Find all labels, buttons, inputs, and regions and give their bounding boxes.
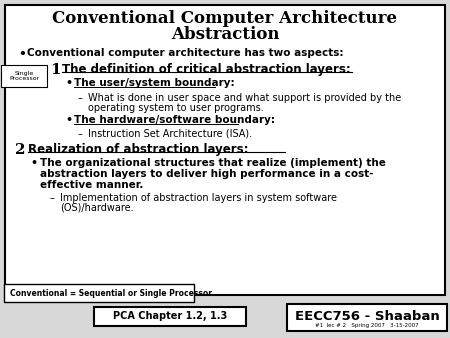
Text: The organizational structures that realize (implement) the: The organizational structures that reali… xyxy=(40,158,386,168)
Text: EECC756 - Shaaban: EECC756 - Shaaban xyxy=(295,310,439,323)
Text: –: – xyxy=(78,93,83,103)
Text: –: – xyxy=(78,129,83,139)
Text: •: • xyxy=(30,158,37,168)
Text: Instruction Set Architecture (ISA).: Instruction Set Architecture (ISA). xyxy=(88,129,252,139)
Text: –: – xyxy=(50,193,55,203)
FancyBboxPatch shape xyxy=(4,284,194,302)
Text: Single
Processor: Single Processor xyxy=(9,71,39,81)
Text: Conventional = Sequential or Single Processor: Conventional = Sequential or Single Proc… xyxy=(10,289,212,297)
Text: The hardware/software boundary:: The hardware/software boundary: xyxy=(74,115,275,125)
Text: Realization of abstraction layers:: Realization of abstraction layers: xyxy=(28,143,248,156)
Text: Implementation of abstraction layers in system software: Implementation of abstraction layers in … xyxy=(60,193,337,203)
Text: What is done in user space and what support is provided by the: What is done in user space and what supp… xyxy=(88,93,401,103)
Text: 2: 2 xyxy=(15,143,26,157)
Text: Abstraction: Abstraction xyxy=(171,26,279,43)
Text: Conventional computer architecture has two aspects:: Conventional computer architecture has t… xyxy=(27,48,343,58)
Text: •: • xyxy=(65,115,72,125)
Text: Conventional Computer Architecture: Conventional Computer Architecture xyxy=(53,10,397,27)
FancyBboxPatch shape xyxy=(94,307,246,326)
FancyBboxPatch shape xyxy=(287,304,447,331)
Text: abstraction layers to deliver high performance in a cost-: abstraction layers to deliver high perfo… xyxy=(40,169,374,179)
Text: 1: 1 xyxy=(50,63,61,77)
Text: The user/system boundary:: The user/system boundary: xyxy=(74,78,234,88)
Text: •: • xyxy=(18,48,26,61)
Text: The definition of critical abstraction layers:: The definition of critical abstraction l… xyxy=(62,63,351,76)
Text: (OS)/hardware.: (OS)/hardware. xyxy=(60,203,134,213)
Text: operating system to user programs.: operating system to user programs. xyxy=(88,103,264,113)
FancyBboxPatch shape xyxy=(1,65,47,87)
Text: #1  lec # 2   Spring 2007   3-15-2007: #1 lec # 2 Spring 2007 3-15-2007 xyxy=(315,323,419,328)
FancyBboxPatch shape xyxy=(5,5,445,295)
Text: •: • xyxy=(65,78,72,88)
Text: effective manner.: effective manner. xyxy=(40,180,144,190)
Text: PCA Chapter 1.2, 1.3: PCA Chapter 1.2, 1.3 xyxy=(113,311,227,321)
